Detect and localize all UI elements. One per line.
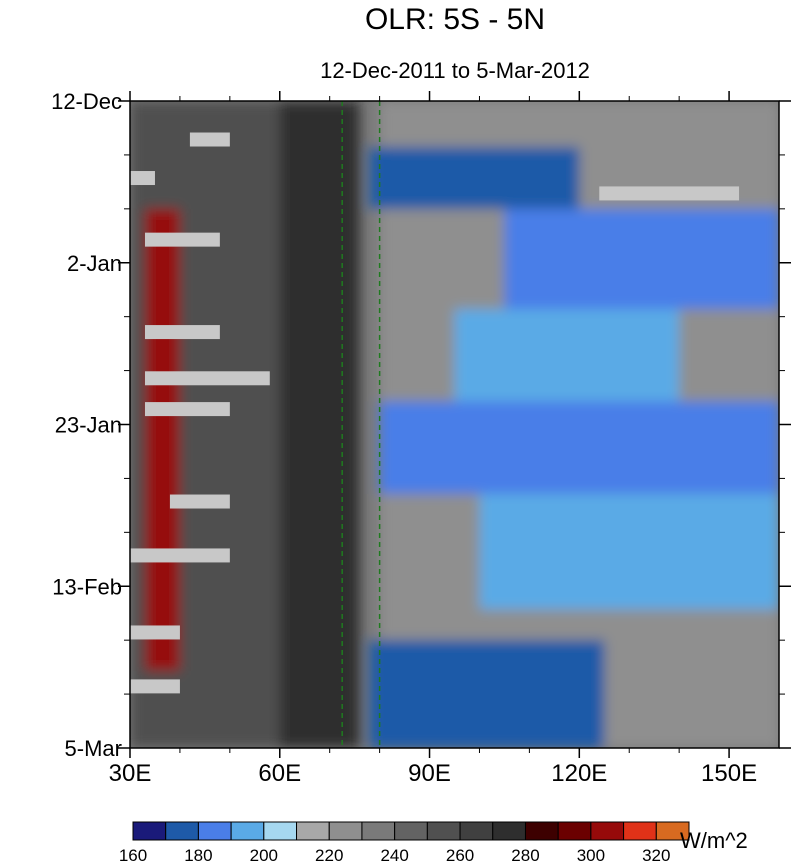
y-tick-label-2: 23-Jan [55, 413, 122, 438]
chart-title: OLR: 5S - 5N [365, 3, 545, 36]
missing-segment-10 [130, 679, 180, 694]
colorbar-label-0: 160 [119, 846, 147, 863]
chart-subtitle: 12-Dec-2011 to 5-Mar-2012 [320, 58, 590, 83]
colorbar-label-6: 280 [511, 846, 539, 863]
x-tick-label-1: 60E [258, 760, 301, 787]
colorbar-swatch-10 [459, 821, 494, 841]
y-tick-label-1: 2-Jan [67, 251, 122, 276]
colorbar-swatch-9 [426, 821, 461, 841]
heatmap-region-5 [504, 208, 779, 309]
missing-segment-1 [130, 171, 155, 186]
colorbar-swatch-5 [296, 821, 330, 841]
missing-segment-5 [144, 371, 270, 386]
olr-heatmap [130, 101, 779, 748]
missing-segment-4 [144, 325, 220, 340]
colorbar-swatch-7 [361, 821, 396, 841]
missing-data-segments [130, 132, 740, 694]
missing-segment-0 [189, 132, 230, 147]
colorbar-label-5: 260 [446, 846, 474, 863]
plot-area: 30E 60E 90E 120E 150E 12-Dec 2-Jan 23-Jan 13-Fe… [51, 89, 791, 787]
heatmap-region-1 [279, 101, 360, 748]
colorbar-swatch-8 [394, 821, 428, 841]
missing-segment-7 [169, 494, 230, 509]
colorbar-swatch-11 [492, 821, 526, 841]
missing-segment-8 [130, 548, 230, 563]
heatmap-region-2 [144, 208, 180, 671]
y-tick-label-3: 13-Feb [52, 574, 122, 599]
y-tick-label-0: 12-Dec [51, 89, 122, 114]
x-axis: 30E 60E 90E 120E 150E [109, 91, 757, 787]
colorbar-swatch-4 [263, 821, 298, 841]
colorbar-label-4: 240 [380, 846, 408, 863]
colorbar-swatch-1 [165, 821, 199, 841]
colorbar-swatch-3 [230, 821, 265, 841]
colorbar-swatch-13 [557, 821, 592, 841]
colorbar-swatch-15 [623, 821, 657, 841]
heatmap-region-4 [369, 147, 580, 209]
heatmap-region-7 [379, 401, 779, 494]
colorbar-label-2: 200 [250, 846, 278, 863]
colorbar-label-8: 320 [642, 846, 670, 863]
colorbar-swatch-14 [590, 821, 625, 841]
x-tick-label-4: 150E [701, 760, 757, 787]
heatmap-region-9 [369, 640, 605, 748]
missing-segment-6 [144, 402, 230, 417]
colorbar-label-3: 220 [315, 846, 343, 863]
x-tick-label-3: 120E [551, 760, 607, 787]
colorbar-swatch-12 [524, 821, 559, 841]
colorbar-swatch-6 [328, 821, 363, 841]
heatmap-region-8 [479, 493, 779, 610]
colorbar-label-1: 180 [184, 846, 212, 863]
missing-segment-3 [144, 232, 220, 247]
missing-segment-2 [599, 186, 740, 201]
colorbar-swatch-2 [197, 821, 232, 841]
colorbar-swatch-0 [132, 821, 167, 841]
colorbar-units: W/m^2 [680, 828, 748, 853]
x-tick-label-2: 90E [408, 760, 451, 787]
heatmap-region-6 [454, 308, 680, 402]
colorbar-label-7: 300 [577, 846, 605, 863]
y-tick-label-4: 5-Mar [65, 736, 122, 761]
missing-segment-9 [130, 625, 180, 640]
y-axis: 12-Dec 2-Jan 23-Jan 13-Feb 5-Mar [51, 89, 791, 761]
colorbar-swatch-16 [655, 821, 690, 841]
x-tick-label-0: 30E [109, 760, 152, 787]
colorbar: 160 180 200 220 240 260 280 300 320 [119, 821, 690, 863]
